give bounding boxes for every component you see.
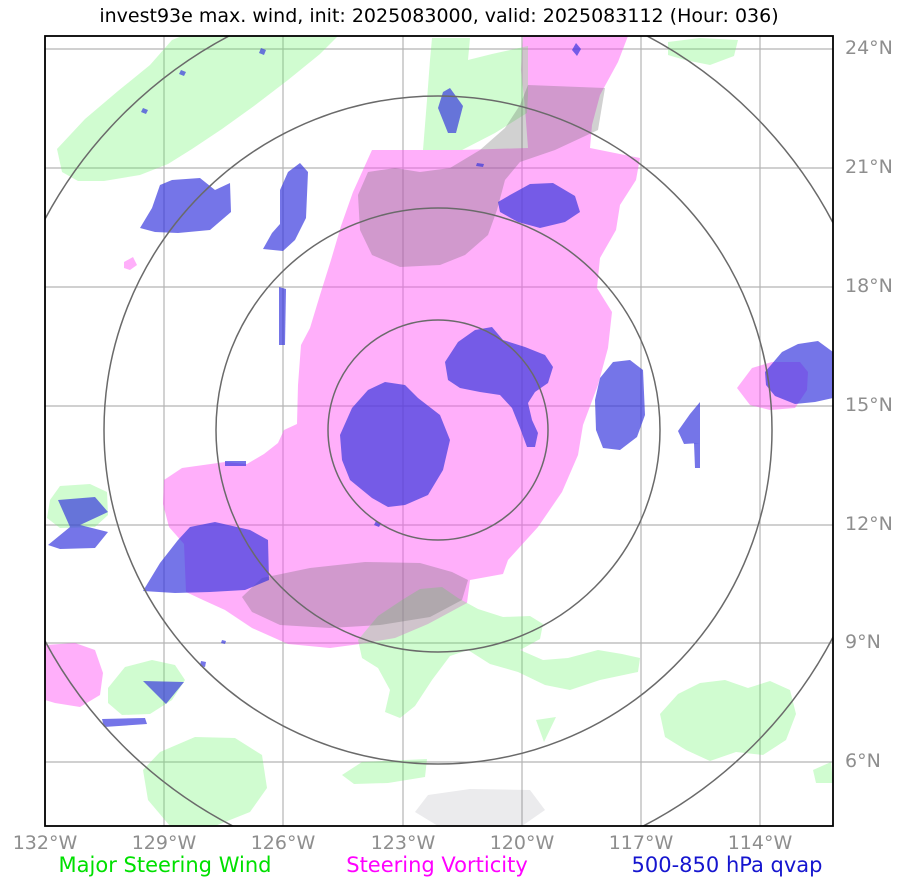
legend-item-steering-wind: Major Steering Wind [58,853,272,877]
legend-item-vorticity: Steering Vorticity [346,853,528,877]
region-qvap-500-850-8 [678,402,700,444]
region-qvap-500-850-18 [141,108,148,114]
range-ring-2 [215,207,661,653]
region-qvap-500-850-13 [143,681,184,704]
region-steering-vorticity-3 [124,257,137,270]
lon-tick-label: 129°W [131,832,197,854]
region-major-steering-wind-9 [660,680,796,761]
legend-item-qvap: 500-850 hPa qvap [631,853,823,877]
region-major-steering-wind-10 [813,762,833,783]
lon-tick-label: 114°W [727,832,793,854]
lat-tick-label: 24°N [845,37,893,59]
region-qvap-500-850-2 [438,88,463,133]
region-steering-vorticity-0 [163,36,640,648]
region-qvap-500-850-1 [263,163,308,251]
lat-tick-label: 9°N [845,631,881,653]
region-qvap-500-850-16 [259,48,266,55]
range-rings [45,36,833,826]
region-qvap-500-850-14 [102,718,147,727]
region-major-steering-wind-2 [668,38,738,65]
region-qvap-500-850-3 [498,183,580,228]
lon-tick-label: 123°W [370,832,436,854]
layer-major-steering-wind [47,36,833,826]
region-qvap-500-850-11 [48,497,108,549]
region-major-steering-wind-7 [536,717,556,742]
layer-steering-vorticity [45,36,808,707]
region-qvap-500-850-9 [694,443,700,468]
region-major-steering-wind-0 [57,36,338,181]
region-qvap-500-850-4 [279,287,286,345]
layer-qvap-500-850 [48,43,833,727]
map-border [44,35,834,827]
region-qvap-500-850-0 [140,178,231,233]
region-qvap-500-850-6 [445,327,553,447]
region-qvap-500-850-12 [143,522,269,593]
lat-tick-label: 21°N [845,156,893,178]
lon-tick-label: 126°W [250,832,316,854]
region-qvap-500-850-10 [765,341,833,404]
layer-overlap-shade [242,85,605,628]
region-overlap-shade-1 [242,562,468,628]
map-legend: Major Steering Wind Steering Vorticity 5… [0,853,905,883]
range-ring-3 [103,95,773,765]
region-qvap-500-850-21 [221,640,226,644]
lat-tick-label: 18°N [845,275,893,297]
region-qvap-500-850-7 [595,360,645,450]
figure-title: invest93e max. wind, init: 2025083000, v… [99,5,779,27]
region-qvap-500-850-23 [476,163,484,167]
range-ring-1 [327,319,549,541]
region-qvap-500-850-19 [225,461,246,466]
lat-tick-label: 6°N [845,750,881,772]
lon-tick-label: 120°W [489,832,555,854]
region-qvap-500-850-5 [340,382,450,507]
layer-overlap-shade-faint [415,789,545,826]
lat-tick-label: 15°N [845,394,893,416]
region-major-steering-wind-8 [342,759,427,784]
lon-tick-label: 132°W [12,832,78,854]
region-qvap-500-850-15 [572,43,581,56]
lat-tick-label: 12°N [845,513,893,535]
region-qvap-500-850-17 [179,70,186,76]
region-major-steering-wind-6 [358,587,640,718]
region-overlap-shade-0 [358,85,605,267]
lon-tick-label: 117°W [608,832,674,854]
region-overlap-shade-faint-0 [415,789,545,826]
region-steering-vorticity-2 [45,643,103,707]
region-major-steering-wind-5 [143,737,267,826]
